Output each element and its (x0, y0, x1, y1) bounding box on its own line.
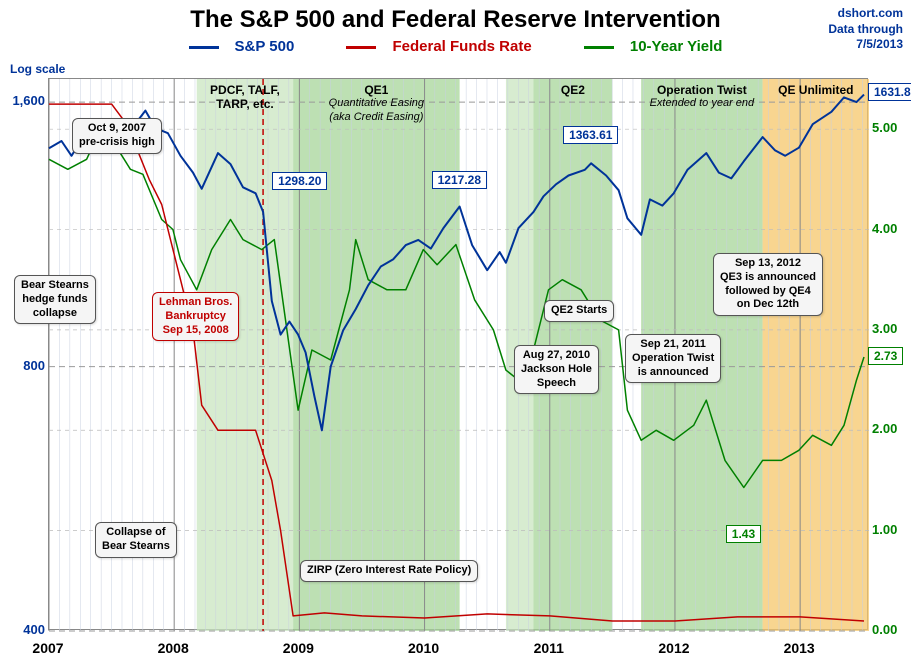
co-bearhedge: Bear Stearnshedge fundscollapse (14, 275, 96, 324)
y-left-tick: 400 (5, 622, 45, 637)
x-tick: 2009 (283, 640, 314, 656)
vl-143: 1.43 (726, 525, 761, 543)
co-precrisis: Oct 9, 2007pre-crisis high (72, 118, 162, 154)
co-qe2starts: QE2 Starts (544, 300, 614, 322)
co-optwist: Sep 21, 2011Operation Twistis announced (625, 334, 721, 383)
zone-label-qe1: QE1Quantitative Easing(aka Credit Easing… (321, 83, 431, 124)
vl-1631: 1631.89 (868, 83, 911, 101)
vl-273: 2.73 (868, 347, 903, 365)
legend-item-sp500: S&P 500 (177, 38, 307, 55)
vl-1217: 1217.28 (432, 171, 487, 189)
co-jackson: Aug 27, 2010Jackson HoleSpeech (514, 345, 599, 394)
co-bearcollapse: Collapse ofBear Stearns (95, 522, 177, 558)
zone-label-qeu: QE Unlimited (761, 83, 871, 97)
y-right-tick: 4.00 (872, 221, 908, 236)
y-right-tick: 2.00 (872, 421, 908, 436)
x-tick: 2008 (158, 640, 189, 656)
zone-label-twist: Operation TwistExtended to year end (647, 83, 757, 111)
vl-1298: 1298.20 (272, 172, 327, 190)
legend-item-yield: 10-Year Yield (572, 38, 735, 55)
co-qe3: Sep 13, 2012QE3 is announcedfollowed by … (713, 253, 823, 316)
attr-line2: Data through (828, 22, 903, 36)
log-scale-label: Log scale (10, 62, 65, 76)
y-right-tick: 1.00 (872, 522, 908, 537)
vl-1363: 1363.61 (563, 126, 618, 144)
y-left-tick: 1,600 (5, 93, 45, 108)
x-tick: 2010 (408, 640, 439, 656)
attr-site: dshort.com (838, 6, 903, 20)
y-right-tick: 0.00 (872, 622, 908, 637)
chart-title: The S&P 500 and Federal Reserve Interven… (0, 6, 911, 34)
x-tick: 2007 (32, 640, 63, 656)
co-zirp: ZIRP (Zero Interest Rate Policy) (300, 560, 478, 582)
y-right-tick: 5.00 (872, 120, 908, 135)
x-tick: 2013 (784, 640, 815, 656)
zone-label-pdcf: PDCF, TALF,TARP, etc. (190, 83, 300, 112)
chart-container: The S&P 500 and Federal Reserve Interven… (0, 0, 911, 662)
co-lehman: Lehman Bros.BankruptcySep 15, 2008 (152, 292, 239, 341)
y-right-tick: 3.00 (872, 321, 908, 336)
zone-label-qe2: QE2 (518, 83, 628, 97)
legend-item-ffr: Federal Funds Rate (334, 38, 543, 55)
x-tick: 2012 (658, 640, 689, 656)
y-left-tick: 800 (5, 358, 45, 373)
legend: S&P 500 Federal Funds Rate 10-Year Yield (0, 38, 911, 55)
x-tick: 2011 (534, 640, 564, 656)
